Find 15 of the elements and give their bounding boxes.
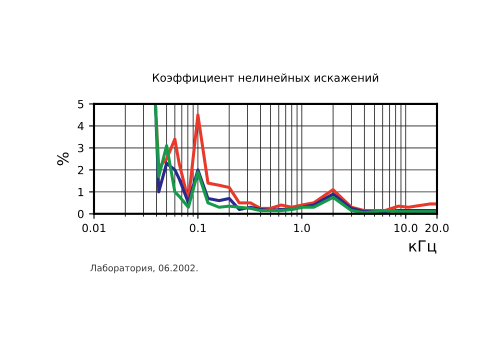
y-tick-label: 4 bbox=[78, 122, 84, 130]
y-tick-label: 3 bbox=[78, 144, 84, 152]
y-tick-label: 0 bbox=[78, 210, 84, 218]
y-tick-label: 1 bbox=[78, 188, 84, 196]
x-tick-label: 1.0 bbox=[294, 224, 310, 232]
x-axis-title: кГц bbox=[409, 240, 436, 254]
y-axis-title: % bbox=[57, 152, 69, 166]
y-tick-label: 2 bbox=[78, 166, 84, 174]
x-tick-label: 10.0 bbox=[394, 224, 418, 232]
chart-title: Коэффициент нелинейных искажений bbox=[152, 73, 378, 84]
x-tick-label: 0.1 bbox=[190, 224, 206, 232]
text: Лаборатория, 06.2002. bbox=[90, 264, 198, 274]
y-tick-label: 5 bbox=[78, 100, 84, 108]
x-tick-label: 0.01 bbox=[82, 224, 106, 232]
x-tick-label: 20.0 bbox=[425, 224, 449, 232]
